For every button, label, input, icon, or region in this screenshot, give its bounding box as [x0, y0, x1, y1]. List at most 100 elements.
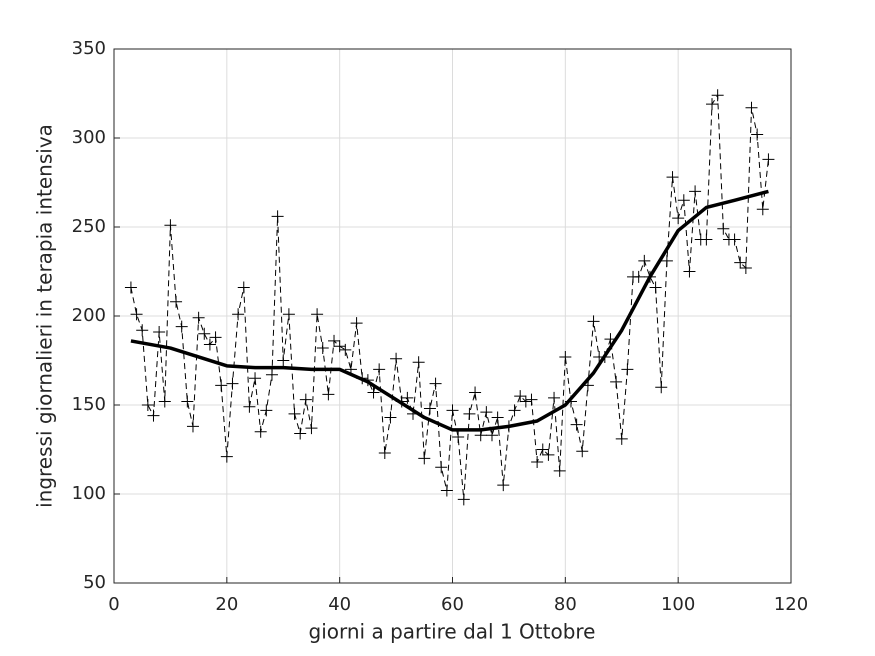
data-point: [469, 386, 482, 399]
data-point: [243, 400, 256, 413]
data-point: [288, 407, 301, 420]
data-point: [158, 395, 171, 408]
data-point: [457, 493, 470, 506]
data-point: [655, 381, 668, 394]
data-line: [130, 189, 769, 432]
data-point: [124, 281, 137, 294]
x-tick-label: 60: [441, 594, 464, 615]
data-point: [553, 464, 566, 477]
y-tick-label: 50: [83, 572, 106, 593]
data-point: [249, 372, 262, 385]
y-tick-label: 250: [72, 216, 106, 237]
data-point: [429, 377, 442, 390]
data-point: [525, 393, 538, 406]
data-point: [401, 391, 414, 404]
data-point: [677, 194, 690, 207]
data-point: [277, 354, 290, 367]
data-point: [181, 395, 194, 408]
data-point: [175, 320, 188, 333]
data-point: [672, 212, 685, 225]
y-tick-label: 300: [72, 127, 106, 148]
x-axis-label: giorni a partire dal 1 Ottobre: [309, 620, 596, 644]
data-point: [305, 422, 318, 435]
data-point: [576, 445, 589, 458]
y-tick-label: 150: [72, 394, 106, 415]
data-point: [186, 420, 199, 433]
x-tick-label: 0: [108, 594, 119, 615]
x-tick-label: 100: [661, 594, 695, 615]
data-point: [367, 386, 380, 399]
data-point: [390, 352, 403, 365]
data-point: [237, 281, 250, 294]
data-point: [215, 379, 228, 392]
data-point: [706, 98, 719, 111]
data-point: [751, 128, 764, 141]
data-point: [745, 101, 758, 114]
plot-frame: [113, 48, 792, 584]
y-axis-label: ingressi giornalieri in terapia intensiv…: [33, 124, 57, 508]
data-point: [378, 447, 391, 460]
data-point: [282, 308, 295, 321]
data-point: [350, 317, 363, 330]
data-point: [548, 391, 561, 404]
y-tick-label: 350: [72, 38, 106, 59]
data-point: [463, 407, 476, 420]
data-point: [559, 350, 572, 363]
data-point: [610, 375, 623, 388]
data-point: [728, 233, 741, 246]
data-point: [153, 326, 166, 339]
data-point: [435, 461, 448, 474]
data-point: [542, 448, 555, 461]
data-point: [711, 89, 724, 102]
data-point: [311, 308, 324, 321]
data-point: [299, 393, 312, 406]
data-point: [209, 331, 222, 344]
data-point: [220, 450, 233, 463]
data-point: [136, 324, 149, 337]
data-point: [621, 363, 634, 376]
data-point: [130, 308, 143, 321]
data-point: [423, 402, 436, 415]
data-point: [519, 395, 532, 408]
data-point: [260, 404, 273, 417]
data-point: [508, 404, 521, 417]
data-point: [638, 254, 651, 267]
data-point: [587, 315, 600, 328]
data-point: [192, 311, 205, 324]
data-point: [170, 295, 183, 308]
data-point: [226, 377, 239, 390]
data-point: [531, 455, 544, 468]
data-point: [316, 342, 329, 355]
data-point: [373, 363, 386, 376]
data-point: [615, 432, 628, 445]
data-point: [689, 185, 702, 198]
data-point: [271, 210, 284, 223]
data-point: [322, 388, 335, 401]
data-point: [141, 399, 154, 411]
data-point: [632, 270, 645, 283]
data-point: [739, 261, 752, 274]
data-point: [497, 479, 510, 492]
data-point: [756, 203, 769, 216]
data-point: [734, 256, 747, 269]
data-point: [147, 409, 160, 422]
x-tick-label: 40: [328, 594, 351, 615]
data-point: [514, 390, 527, 403]
data-point: [328, 334, 341, 347]
data-point: [666, 171, 679, 184]
data-point: [440, 484, 453, 497]
y-tick-label: 100: [72, 483, 106, 504]
x-tick-label: 20: [215, 594, 238, 615]
data-point: [452, 431, 465, 444]
data-point: [683, 265, 696, 278]
data-point: [265, 368, 278, 381]
x-tick-label: 120: [774, 594, 808, 615]
data-point: [660, 254, 673, 267]
data-line: [130, 94, 769, 500]
data-point: [570, 418, 583, 431]
data-point: [203, 338, 216, 351]
data-point: [717, 222, 730, 235]
y-tick-label: 200: [72, 305, 106, 326]
data-point: [649, 281, 662, 294]
